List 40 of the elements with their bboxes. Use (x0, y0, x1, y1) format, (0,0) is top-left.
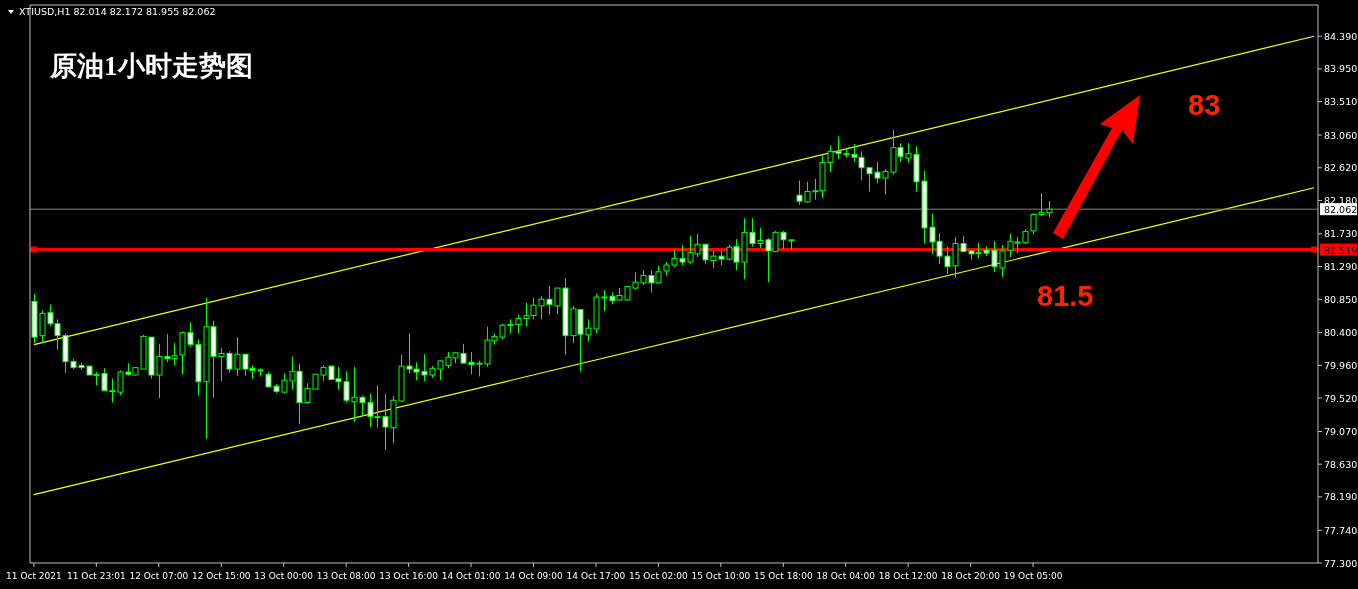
x-tick-label: 14 Oct 17:00 (566, 571, 626, 581)
y-tick-label: 82.180 (1324, 194, 1358, 206)
y-tick-label: 83.950 (1324, 63, 1358, 75)
x-tick-label: 15 Oct 10:00 (691, 571, 751, 581)
y-tick-label: 79.960 (1324, 359, 1358, 371)
x-tick-label: 12 Oct 15:00 (191, 571, 251, 581)
y-tick-label: 83.060 (1324, 129, 1358, 141)
y-tick-label: 77.300 (1324, 557, 1358, 569)
y-tick-label: 82.620 (1324, 162, 1358, 174)
y-tick-label: 78.630 (1324, 458, 1358, 470)
y-tick-label: 79.070 (1324, 425, 1358, 437)
y-tick-label: 81.730 (1324, 228, 1358, 240)
x-tick-label: 15 Oct 18:00 (753, 571, 813, 581)
x-tick-label: 13 Oct 00:00 (254, 571, 314, 581)
x-tick-label: 11 Oct 2021 (6, 571, 62, 581)
text: 原油1小时走势图 (49, 51, 253, 81)
x-tick-label: 11 Oct 23:01 (67, 571, 126, 581)
x-tick-label: 12 Oct 07:00 (129, 571, 189, 581)
chart-subtitle: XTIUSD,H1 82.014 82.172 81.955 82.062 (19, 6, 216, 17)
x-tick-label: 19 Oct 05:00 (1003, 571, 1063, 581)
x-tick-label: 18 Oct 20:00 (941, 571, 1001, 581)
y-tick-label: 83.510 (1324, 96, 1358, 108)
y-tick-label: 78.190 (1324, 491, 1358, 503)
ref-line-label: 82.062 (1324, 204, 1358, 216)
x-tick-label: 14 Oct 09:00 (504, 571, 564, 581)
y-tick-label: 81.290 (1324, 261, 1358, 273)
annotation: 81.5 (1037, 280, 1094, 312)
ref-line-label: 81.519 (1324, 244, 1358, 256)
x-tick-label: 14 Oct 01:00 (441, 571, 501, 581)
y-tick-label: 80.850 (1324, 293, 1358, 305)
y-tick-label: 84.390 (1324, 30, 1358, 42)
y-tick-label: 80.400 (1324, 327, 1358, 339)
x-tick-label: 13 Oct 08:00 (316, 571, 376, 581)
x-tick-label: 18 Oct 04:00 (816, 571, 876, 581)
y-tick-label: 79.520 (1324, 392, 1358, 404)
x-tick-label: 18 Oct 12:00 (878, 571, 938, 581)
y-tick-label: 77.740 (1324, 524, 1358, 536)
x-tick-label: 13 Oct 16:00 (379, 571, 439, 581)
annotation: 83 (1188, 89, 1221, 121)
x-tick-label: 15 Oct 02:00 (629, 571, 688, 581)
